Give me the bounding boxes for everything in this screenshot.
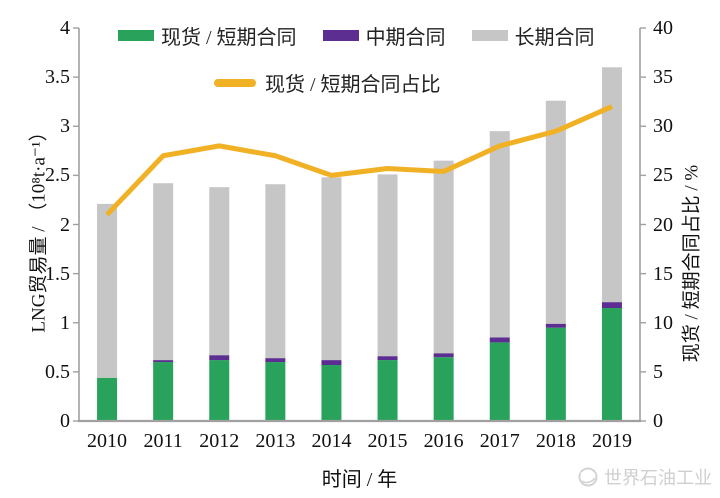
right-tick-label-40: 40	[653, 17, 673, 39]
bar-segment-mid-2016	[433, 353, 454, 358]
watermark: 世界石油工业	[577, 464, 712, 490]
right-axis-title: 现货 / 短期合同占比 / %	[681, 164, 703, 363]
legend-label: 现货 / 短期合同占比	[265, 74, 441, 96]
right-tick-label-5: 5	[653, 360, 663, 383]
right-tick-label-10: 10	[653, 311, 673, 334]
left-tick-label-2: 2	[60, 213, 70, 236]
legend-label: 长期合同	[514, 27, 595, 49]
bar-segment-spot-2015	[377, 360, 398, 421]
x-tick-label-2014: 2014	[311, 430, 352, 452]
globe-icon	[578, 467, 598, 487]
bar-segment-long-2018	[545, 100, 566, 324]
bar-segment-spot-2010	[97, 377, 118, 421]
legend-label: 现货 / 短期合同	[161, 27, 297, 49]
bar-segment-long-2013	[265, 184, 286, 359]
bar-segment-long-2014	[321, 177, 342, 361]
bar-segment-long-2015	[377, 174, 398, 357]
right-tick-label-15: 15	[653, 262, 673, 285]
bar-segment-mid-2014	[321, 360, 342, 365]
bar-segment-mid-2017	[489, 337, 510, 343]
bar-segment-long-2010	[97, 203, 118, 378]
bar-segment-spot-2012	[209, 360, 230, 421]
bar-segment-spot-2016	[433, 357, 454, 421]
legend-item: 现货 / 短期合同占比	[214, 68, 441, 97]
bar-segment-long-2017	[489, 131, 510, 338]
x-tick-label-2017: 2017	[479, 430, 520, 452]
left-tick-label-1.5: 1.5	[45, 262, 70, 285]
legend-item: 现货 / 短期合同	[118, 21, 297, 50]
x-axis-title: 时间 / 年	[321, 469, 398, 491]
right-tick-label-35: 35	[653, 66, 673, 89]
bar-segment-spot-2018	[545, 327, 566, 421]
left-tick-label-0.5: 0.5	[45, 360, 70, 383]
x-tick-label-2013: 2013	[255, 430, 296, 452]
left-tick-label-4: 4	[60, 17, 70, 39]
bar-segment-long-2019	[601, 67, 622, 303]
legend-row-bars: 现货 / 短期合同 中期合同 长期合同	[118, 21, 621, 50]
legend-swatch-icon	[322, 30, 359, 41]
share-line	[105, 104, 613, 217]
left-tick-label-2.5: 2.5	[45, 164, 70, 187]
x-tick-label-2012: 2012	[199, 430, 240, 452]
left-tick-label-3: 3	[60, 115, 70, 138]
bar-segment-mid-2019	[601, 302, 622, 309]
bar-segment-mid-2011	[153, 360, 174, 363]
bar-segment-spot-2017	[489, 342, 510, 421]
x-tick-label-2016: 2016	[423, 430, 464, 452]
bar-segment-spot-2019	[601, 308, 622, 421]
x-tick-label-2010: 2010	[87, 430, 128, 452]
legend-swatch-icon	[214, 78, 256, 87]
legend-item: 长期合同	[471, 21, 595, 50]
right-tick-label-0: 0	[653, 410, 663, 432]
bar-segment-mid-2015	[377, 356, 398, 361]
left-tick-label-1: 1	[60, 311, 70, 334]
x-tick-label-2011: 2011	[143, 430, 183, 452]
legend-item: 中期合同	[322, 21, 446, 50]
x-tick-label-2015: 2015	[367, 430, 408, 452]
left-tick-label-3.5: 3.5	[45, 66, 70, 89]
bar-segment-spot-2014	[321, 364, 342, 421]
legend-swatch-icon	[118, 30, 154, 41]
bar-segment-mid-2012	[209, 355, 230, 361]
watermark-text: 世界石油工业	[604, 468, 712, 488]
legend-swatch-icon	[471, 30, 508, 41]
x-tick-label-2018: 2018	[535, 430, 576, 452]
bar-segment-long-2012	[209, 187, 230, 356]
left-axis-title: LNG贸易量 / （10⁸t·a⁻¹）	[28, 122, 50, 333]
bar-segment-spot-2011	[153, 362, 174, 421]
right-tick-label-20: 20	[653, 213, 673, 236]
x-tick-label-2019: 2019	[591, 430, 632, 452]
bar-segment-spot-2013	[265, 362, 286, 421]
bar-segment-mid-2013	[265, 358, 286, 363]
bar-segment-long-2011	[153, 183, 174, 361]
right-tick-label-25: 25	[653, 164, 673, 187]
legend-row-line: 现货 / 短期合同占比	[214, 68, 467, 97]
right-tick-label-30: 30	[653, 115, 673, 138]
left-tick-label-0: 0	[60, 410, 70, 432]
bar-segment-long-2016	[433, 160, 454, 354]
legend-label: 中期合同	[365, 27, 446, 49]
bar-segment-mid-2018	[545, 323, 566, 328]
